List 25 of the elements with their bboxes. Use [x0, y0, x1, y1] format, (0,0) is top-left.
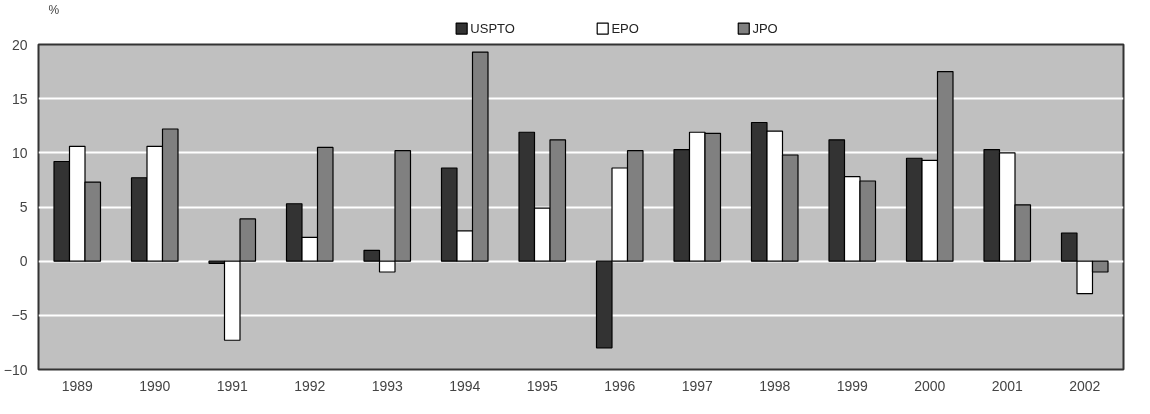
y-tick-label: −5: [11, 307, 28, 324]
x-tick-label: 1999: [836, 377, 869, 394]
legend-label: JPO: [752, 21, 778, 37]
legend-label: USPTO: [470, 21, 515, 37]
x-tick-label: 2001: [991, 377, 1024, 394]
y-tick-label: 5: [19, 199, 28, 215]
x-tick-label: 1998: [759, 377, 791, 394]
x-tick-label: 1997: [681, 377, 714, 394]
x-tick-label: 1992: [294, 377, 326, 394]
x-tick-label: 2000: [914, 377, 946, 394]
y-tick-label: −10: [3, 361, 28, 378]
legend-label: EPO: [611, 21, 639, 37]
x-tick-label: 1994: [449, 377, 481, 394]
x-tick-label: 1989: [61, 377, 94, 394]
x-tick-label: 1993: [371, 377, 404, 394]
y-tick-label: 10: [11, 144, 28, 161]
y-tick-label: 0: [19, 253, 28, 270]
x-tick-label: 1990: [139, 377, 171, 394]
y-axis-title: %: [48, 2, 60, 17]
y-tick-label: 15: [11, 90, 28, 107]
x-tick-label: 2002: [1069, 377, 1101, 394]
y-tick-label: 20: [11, 36, 28, 53]
x-tick-label: 1991: [216, 377, 249, 394]
x-tick-label: 1995: [526, 377, 559, 394]
x-tick-label: 1996: [604, 377, 636, 394]
